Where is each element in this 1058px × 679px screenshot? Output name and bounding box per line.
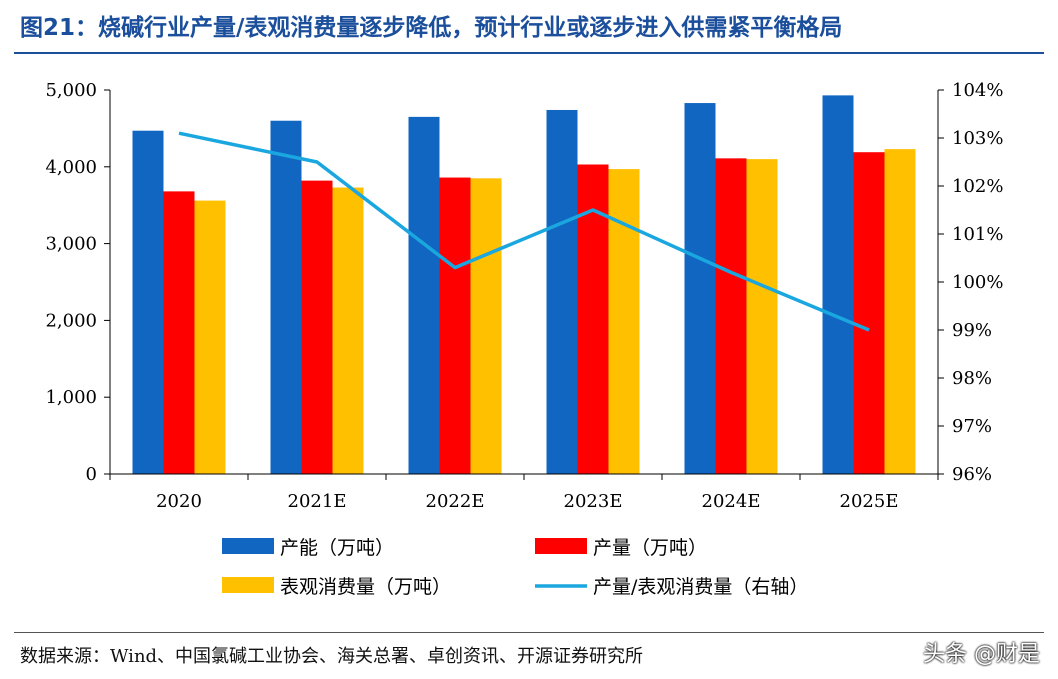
bar-2025E-1	[822, 95, 854, 474]
bar-2022E-3	[470, 178, 502, 474]
bar-2023E-3	[608, 169, 640, 474]
left-tick-label: 4,000	[45, 157, 97, 178]
legend-swatch-1	[222, 538, 274, 554]
bar-2025E-2	[853, 152, 885, 474]
right-tick-label: 96%	[952, 464, 992, 485]
right-tick-label: 98%	[952, 368, 992, 389]
title-divider	[14, 52, 1044, 54]
x-tick-label: 2024E	[702, 491, 761, 512]
right-tick-label: 100%	[952, 272, 1003, 293]
bar-2024E-2	[715, 158, 747, 475]
left-tick-label: 5,000	[45, 80, 97, 101]
legend-label-3: 表观消费量（万吨）	[280, 576, 451, 598]
legend-swatch-3	[222, 577, 274, 593]
figure-title: 图21：烧碱行业产量/表观消费量逐步降低，预计行业或逐步进入供需紧平衡格局	[20, 15, 843, 41]
bar-2020-3	[194, 200, 226, 475]
right-tick-label: 101%	[952, 224, 1003, 245]
legend-swatch-2	[535, 538, 587, 554]
legend-label-1: 产能（万吨）	[280, 537, 394, 559]
source-divider	[14, 632, 1044, 633]
x-tick-label: 2020	[156, 491, 202, 512]
bar-2024E-3	[746, 159, 778, 474]
source-note: 数据来源：Wind、中国氯碱工业协会、海关总署、卓创资讯、开源证券研究所	[20, 646, 644, 667]
x-tick-label: 2023E	[564, 491, 623, 512]
bar-2025E-3	[884, 149, 916, 475]
bar-2024E-1	[684, 103, 716, 474]
legend-label-4: 产量/表观消费量（右轴）	[593, 576, 808, 598]
left-tick-label: 1,000	[45, 387, 97, 408]
chart-canvas: 2020 2021E 2022E 2023E 2024E 2025E 0 1,000 2,000…	[45, 80, 1003, 598]
right-tick-label: 99%	[952, 320, 992, 341]
watermark: 头条 @财是	[923, 642, 1040, 667]
left-tick-label: 2,000	[45, 310, 97, 331]
bar-2023E-1	[546, 109, 578, 474]
bar-2021E-2	[301, 180, 333, 474]
bar-2022E-1	[408, 116, 440, 474]
x-tick-label: 2025E	[840, 491, 899, 512]
x-tick-label: 2022E	[426, 491, 485, 512]
left-tick-label: 3,000	[45, 234, 97, 255]
bar-2022E-2	[439, 177, 471, 474]
right-tick-label: 102%	[952, 176, 1003, 197]
bar-2020-2	[163, 191, 195, 474]
ratio-line	[178, 131, 870, 332]
right-tick-label: 97%	[952, 416, 992, 437]
right-tick-label: 104%	[952, 80, 1003, 101]
bar-2020-1	[132, 130, 164, 475]
legend-label-2: 产量（万吨）	[593, 537, 707, 559]
left-tick-label: 0	[86, 464, 97, 485]
right-tick-label: 103%	[952, 128, 1003, 149]
bar-2021E-1	[270, 120, 302, 474]
x-tick-label: 2021E	[288, 491, 347, 512]
bar-2021E-3	[332, 187, 364, 474]
